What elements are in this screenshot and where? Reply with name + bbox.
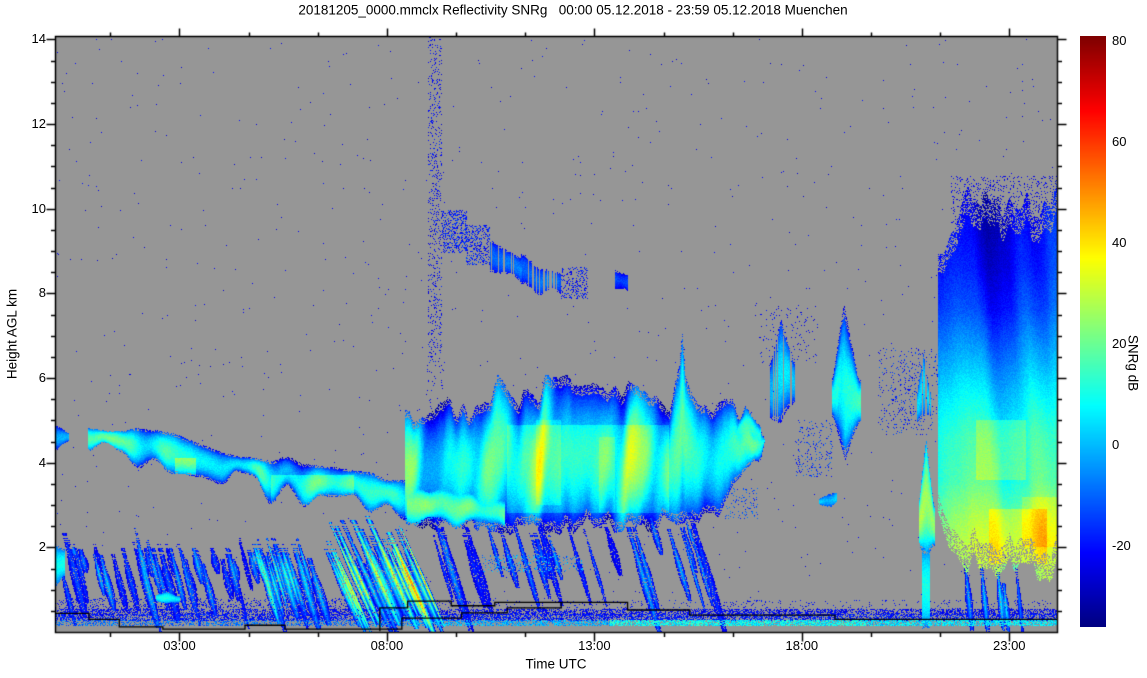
colorbar-canvas (1080, 36, 1106, 627)
colorbar-tick-label: 0 (1112, 437, 1120, 453)
x-tick-label: 18:00 (785, 638, 819, 653)
colorbar-tick-label: 80 (1112, 33, 1127, 49)
y-tick-label: 4 (38, 454, 46, 470)
heatmap-canvas (55, 36, 1057, 632)
colorbar-tick-label: 20 (1112, 336, 1127, 352)
y-tick-label: 12 (31, 116, 46, 132)
colorbar-tick-label: 60 (1112, 134, 1127, 150)
y-tick-label: 14 (31, 31, 46, 47)
x-tick-label: 23:00 (993, 638, 1026, 653)
y-tick-label: 6 (38, 370, 46, 386)
x-tick-label: 13:00 (578, 638, 611, 653)
x-tick-label: 03:00 (163, 638, 196, 653)
plot-title: 20181205_0000.mmclx Reflectivity SNRg 00… (298, 2, 848, 18)
colorbar-tick-label: 40 (1112, 235, 1127, 251)
y-tick-label: 10 (31, 200, 46, 216)
y-tick-label: 8 (38, 285, 46, 301)
y-tick-label: 2 (38, 539, 46, 555)
colorbar-tick-label: -20 (1112, 538, 1131, 554)
x-axis-title: Time UTC (525, 656, 587, 672)
y-axis-title: Height AGL km (4, 288, 20, 380)
x-tick-label: 08:00 (370, 638, 404, 653)
